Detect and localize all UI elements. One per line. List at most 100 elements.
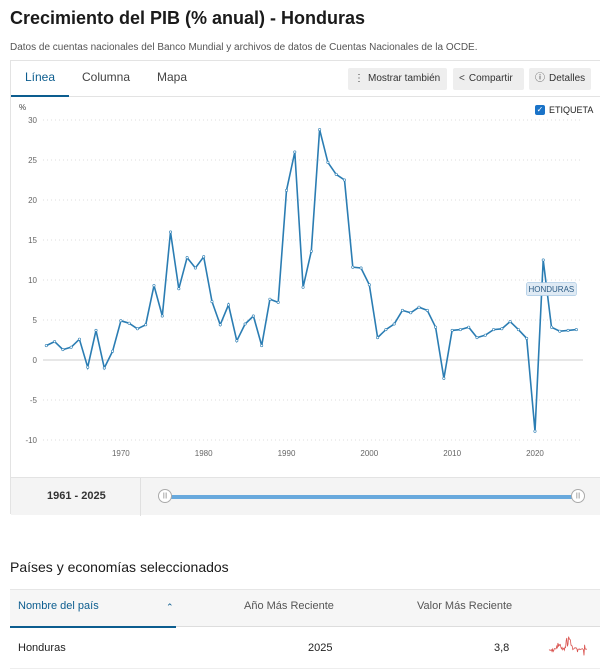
range-slider-track[interactable] xyxy=(165,495,579,499)
chart-card: Línea Columna Mapa ⋮ Mostrar también < Com… xyxy=(10,60,600,516)
data-point xyxy=(492,328,496,332)
y-tick-label: 5 xyxy=(33,316,38,325)
x-tick-label: 2000 xyxy=(360,449,378,458)
data-point xyxy=(458,328,462,332)
data-point xyxy=(409,311,413,315)
sparkline-line xyxy=(548,636,588,656)
data-point xyxy=(400,308,404,312)
recent-year-cell: 2025 xyxy=(308,642,333,654)
data-point xyxy=(251,314,255,318)
data-point xyxy=(384,328,388,332)
data-point xyxy=(86,365,90,369)
data-point xyxy=(558,329,562,333)
data-point xyxy=(475,336,479,340)
data-point xyxy=(359,266,363,270)
y-tick-label: 20 xyxy=(28,196,37,205)
data-point xyxy=(417,305,421,309)
data-point xyxy=(193,266,197,270)
countries-table: Nombre del país ⌃ Año Más Reciente Valor… xyxy=(10,589,600,669)
series-label-box xyxy=(526,282,577,296)
header-country-name[interactable]: Nombre del país ⌃ xyxy=(10,590,176,628)
x-tick-label: 1970 xyxy=(112,449,130,458)
data-point xyxy=(243,322,247,326)
data-point xyxy=(61,348,65,352)
data-point xyxy=(210,300,214,304)
page-subtitle: Datos de cuentas nacionales del Banco Mu… xyxy=(10,42,478,53)
data-point xyxy=(483,333,487,337)
y-tick-label: 30 xyxy=(28,116,37,125)
line-chart: % 30 25 20 15 10 5 0 -5 -10 1970 1980 1990 2000 2010 20… xyxy=(11,98,600,478)
data-point xyxy=(44,344,48,348)
data-point xyxy=(301,285,305,289)
table-row[interactable]: Honduras 2025 3,8 xyxy=(10,627,600,669)
range-start-handle[interactable]: ||| xyxy=(158,489,172,503)
x-tick-label: 1990 xyxy=(278,449,296,458)
table-header: Nombre del país ⌃ Año Más Reciente Valor… xyxy=(10,589,600,628)
data-point xyxy=(367,283,371,287)
data-point xyxy=(434,325,438,329)
country-name-cell[interactable]: Honduras xyxy=(18,642,66,654)
y-tick-label: 15 xyxy=(28,236,37,245)
data-point xyxy=(516,328,520,332)
data-point xyxy=(425,308,429,312)
share-label: Compartir xyxy=(468,73,513,84)
tab-map[interactable]: Mapa xyxy=(156,70,188,84)
data-point xyxy=(392,322,396,326)
data-point xyxy=(135,327,139,331)
data-point xyxy=(160,314,164,318)
data-point xyxy=(533,429,537,433)
legend-toggle[interactable]: ✓ ETIQUETA xyxy=(535,105,593,115)
x-tick-label: 1980 xyxy=(195,449,213,458)
data-point xyxy=(309,249,313,253)
year-range-label: 1961 - 2025 xyxy=(47,490,106,502)
sparkline xyxy=(548,636,588,656)
range-end-handle[interactable]: ||| xyxy=(571,489,585,503)
data-point xyxy=(450,328,454,332)
data-point xyxy=(293,150,297,154)
data-point xyxy=(508,320,512,324)
data-point xyxy=(500,327,504,331)
data-point xyxy=(218,323,222,327)
data-point xyxy=(144,323,148,327)
y-tick-label: -5 xyxy=(30,396,38,405)
details-button[interactable]: ⓘ Detalles xyxy=(529,68,591,90)
data-point xyxy=(111,349,115,353)
view-tabs: Línea Columna Mapa ⋮ Mostrar también < Com… xyxy=(11,61,600,97)
data-point xyxy=(351,265,355,269)
year-range-bar: 1961 - 2025 ||| ||| xyxy=(11,477,600,516)
data-point xyxy=(284,188,288,192)
data-point xyxy=(550,325,554,329)
chevron-up-icon[interactable]: ⌃ xyxy=(166,602,174,612)
data-point xyxy=(94,328,98,332)
y-tick-label: -10 xyxy=(25,436,37,445)
data-point xyxy=(566,328,570,332)
data-point xyxy=(119,319,123,323)
data-point xyxy=(77,337,81,341)
data-point xyxy=(102,366,106,370)
vertical-dots-icon: ⋮ xyxy=(354,73,364,84)
page-title: Crecimiento del PIB (% anual) - Honduras xyxy=(10,8,366,28)
checkbox-icon[interactable]: ✓ xyxy=(535,105,545,115)
header-recent-year[interactable]: Año Más Reciente xyxy=(244,600,334,612)
data-point xyxy=(177,287,181,291)
show-also-button[interactable]: ⋮ Mostrar también xyxy=(348,68,447,90)
data-point xyxy=(442,376,446,380)
share-button[interactable]: < Compartir xyxy=(453,68,524,90)
tab-line[interactable]: Línea xyxy=(11,61,69,97)
data-point xyxy=(276,300,280,304)
divider xyxy=(140,478,141,516)
data-point xyxy=(169,230,173,234)
tab-column[interactable]: Columna xyxy=(81,70,131,84)
legend-label: ETIQUETA xyxy=(549,105,594,115)
data-point xyxy=(467,325,471,329)
header-recent-value[interactable]: Valor Más Reciente xyxy=(417,600,513,612)
x-tick-label: 2020 xyxy=(526,449,544,458)
data-point xyxy=(235,339,239,343)
data-point xyxy=(541,258,545,262)
data-point xyxy=(525,336,529,340)
recent-value-cell: 3,8 xyxy=(494,642,510,654)
data-point xyxy=(202,255,206,259)
data-point xyxy=(227,303,231,307)
data-point xyxy=(326,160,330,164)
data-point xyxy=(53,340,57,344)
